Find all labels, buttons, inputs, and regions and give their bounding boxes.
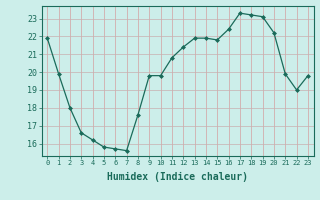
- X-axis label: Humidex (Indice chaleur): Humidex (Indice chaleur): [107, 172, 248, 182]
